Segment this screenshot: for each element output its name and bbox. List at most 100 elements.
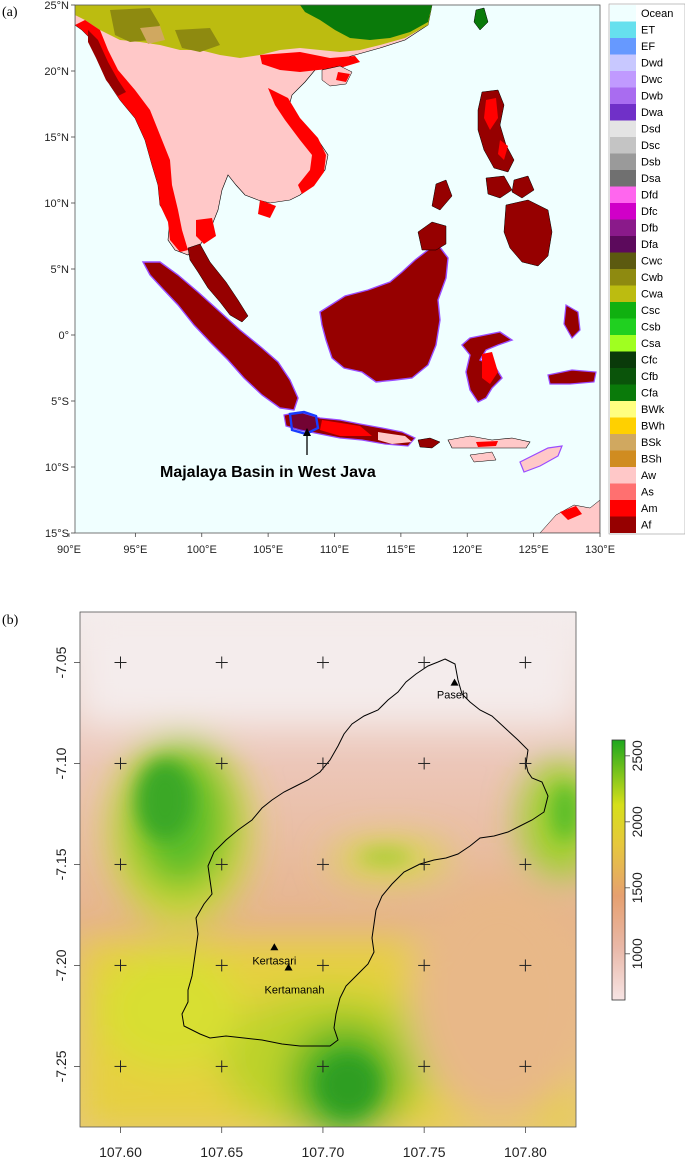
colorbar-tick-label: 2000 (629, 806, 645, 837)
elevation-map (80, 612, 576, 1127)
legend-swatch-cfb (610, 368, 636, 385)
grid-point-marker (114, 757, 127, 770)
legend-swatch-dsc (610, 137, 636, 154)
legend-label-ef: EF (641, 41, 655, 53)
lon-tick-label: 110°E (320, 544, 349, 556)
lat-tick-label: 15°N (44, 132, 69, 144)
grid-point-marker (519, 959, 532, 972)
legend-label-dfd: Dfd (641, 190, 658, 202)
lat-tick-label: 10°S (45, 462, 69, 474)
legend-swatch-csc (610, 302, 636, 319)
borneo-north-tip (417, 221, 447, 251)
legend-swatch-af (610, 516, 636, 533)
legend-label-as: As (641, 487, 654, 499)
lon-tick-label: 130°E (585, 544, 615, 556)
legend-label-dsb: Dsb (641, 157, 661, 169)
legend-swatch-ef (610, 38, 636, 55)
grid-point-marker (316, 656, 329, 669)
legend-label-dsc: Dsc (641, 140, 660, 152)
legend-label-et: ET (641, 25, 655, 37)
legend-swatch-csa (610, 335, 636, 352)
legend-swatch-dsa (610, 170, 636, 187)
legend-swatch-ocean (610, 5, 636, 22)
colorbar-ticks: 2500 2000 1500 1000 (625, 740, 645, 969)
cwb-patches (110, 8, 220, 52)
lat-tick-label: 0° (58, 330, 69, 342)
palawan (431, 179, 453, 211)
panel-b-lon-axis: 107.60 107.65 107.70 107.75 107.80 (99, 1127, 547, 1160)
grid-point-marker (316, 959, 329, 972)
legend-swatch-dfa (610, 236, 636, 253)
lon-tick-label: 105°E (253, 544, 283, 556)
lon-tick-label: 95°E (123, 544, 147, 556)
halmahera (563, 304, 581, 339)
legend-swatch-dfb (610, 219, 636, 236)
colorbar-ramp (611, 739, 626, 1001)
legend-label-cwa: Cwa (641, 289, 664, 301)
station-label-paseh: Paseh (437, 690, 468, 702)
grid-point-marker (215, 757, 228, 770)
panel-b-label: (b) (2, 613, 19, 628)
legend-label-dsd: Dsd (641, 124, 661, 136)
grid-point-marker (215, 858, 228, 871)
rain-stations: Paseh Kertasari Kertamanah (252, 678, 468, 996)
grid-point-marker (418, 858, 431, 871)
lon-tick-label: 107.65 (200, 1144, 243, 1160)
grid-point-marker (519, 858, 532, 871)
legend-swatch-as (610, 483, 636, 500)
mindanao (503, 199, 553, 267)
grid-point-marker (316, 1060, 329, 1073)
legend-label-am: Am (641, 503, 658, 515)
legend-label-dwc: Dwc (641, 74, 663, 86)
station-marker-kertasari (270, 943, 279, 951)
legend-swatch-dfc (610, 203, 636, 220)
basin-boundary (181, 658, 549, 1047)
lat-tick-label: -7.20 (53, 949, 69, 981)
grid-point-marker (316, 858, 329, 871)
legend-swatch-dsd (610, 120, 636, 137)
elevation-peaks (137, 760, 576, 1115)
bali-lombok (417, 437, 441, 449)
legend-label-cfb: Cfb (641, 371, 658, 383)
grid-point-marker (418, 1060, 431, 1073)
majalaya-basin-outline (288, 410, 320, 436)
grid-point-marker (316, 757, 329, 770)
legend-label-csb: Csb (641, 322, 661, 334)
panel-a-lat-axis: 25°N 20°N 15°N 10°N 5°N 0° 5°S 10°S 15°S (44, 0, 75, 540)
legend-swatch-cwb (610, 269, 636, 286)
grid-point-marker (114, 656, 127, 669)
grid-point-marker (519, 757, 532, 770)
grid-point-marker (418, 757, 431, 770)
legend-swatch-bwk (610, 401, 636, 418)
lon-tick-label: 107.80 (504, 1144, 547, 1160)
legend-label-dfc: Dfc (641, 206, 658, 218)
lat-tick-label: 5°S (51, 396, 69, 408)
lat-tick-label: -7.10 (53, 747, 69, 779)
lat-tick-label: -7.05 (53, 646, 69, 678)
panel-b-lat-axis: -7.05 -7.10 -7.15 -7.20 -7.25 (53, 646, 80, 1082)
lon-tick-label: 115°E (386, 544, 415, 556)
lon-tick-label: 107.70 (302, 1144, 345, 1160)
grid-point-marker (215, 656, 228, 669)
legend-label-aw: Aw (641, 470, 656, 482)
australia-am (560, 506, 582, 520)
legend-swatch-dfd (610, 186, 636, 203)
lat-tick-label: 20°N (44, 66, 69, 78)
legend-label-bwk: BWk (641, 404, 665, 416)
legend-swatch-dwc (610, 71, 636, 88)
flores-af (476, 441, 498, 447)
sumba (469, 451, 497, 463)
hainan-af (336, 72, 350, 82)
timor (519, 445, 563, 473)
grid-points (114, 656, 532, 1073)
lon-tick-label: 100°E (187, 544, 217, 556)
legend-label-dfb: Dfb (641, 223, 658, 235)
station-label-kertamanah: Kertamanah (265, 984, 325, 996)
colorbar-tick-label: 1500 (629, 872, 645, 903)
seram (547, 369, 597, 385)
legend-swatch-dwb (610, 87, 636, 104)
lat-tick-label: -7.15 (53, 848, 69, 880)
legend-label-csa: Csa (641, 338, 661, 350)
colorbar-tick-label: 1000 (629, 938, 645, 969)
af-coast-west (75, 20, 188, 252)
